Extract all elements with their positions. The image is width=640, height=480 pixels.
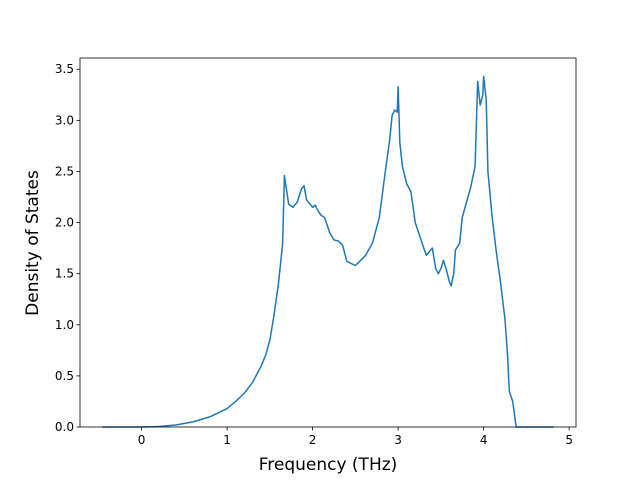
y-tick-label: 1.0 bbox=[55, 318, 74, 332]
y-axis-label: Density of States bbox=[23, 170, 43, 316]
y-tick-label: 0.0 bbox=[55, 420, 74, 434]
x-axis-label: Frequency (THz) bbox=[259, 455, 398, 475]
line bbox=[102, 75, 554, 428]
y-tick-label: 3.0 bbox=[55, 113, 74, 127]
y-tick-label: 2.0 bbox=[55, 216, 74, 230]
y-tick-label: 0.5 bbox=[55, 369, 74, 383]
y-tick-label: 2.5 bbox=[55, 164, 74, 178]
x-tick-label: 0 bbox=[138, 433, 146, 447]
y-tick-label: 3.5 bbox=[55, 62, 74, 76]
x-tick-label: 2 bbox=[309, 433, 317, 447]
plot-frame bbox=[79, 57, 577, 428]
x-tick-label: 1 bbox=[223, 433, 231, 447]
x-tick-label: 3 bbox=[394, 433, 402, 447]
x-tick-label: 4 bbox=[480, 433, 488, 447]
x-tick-label: 5 bbox=[565, 433, 573, 447]
y-tick-label: 1.5 bbox=[55, 267, 74, 281]
